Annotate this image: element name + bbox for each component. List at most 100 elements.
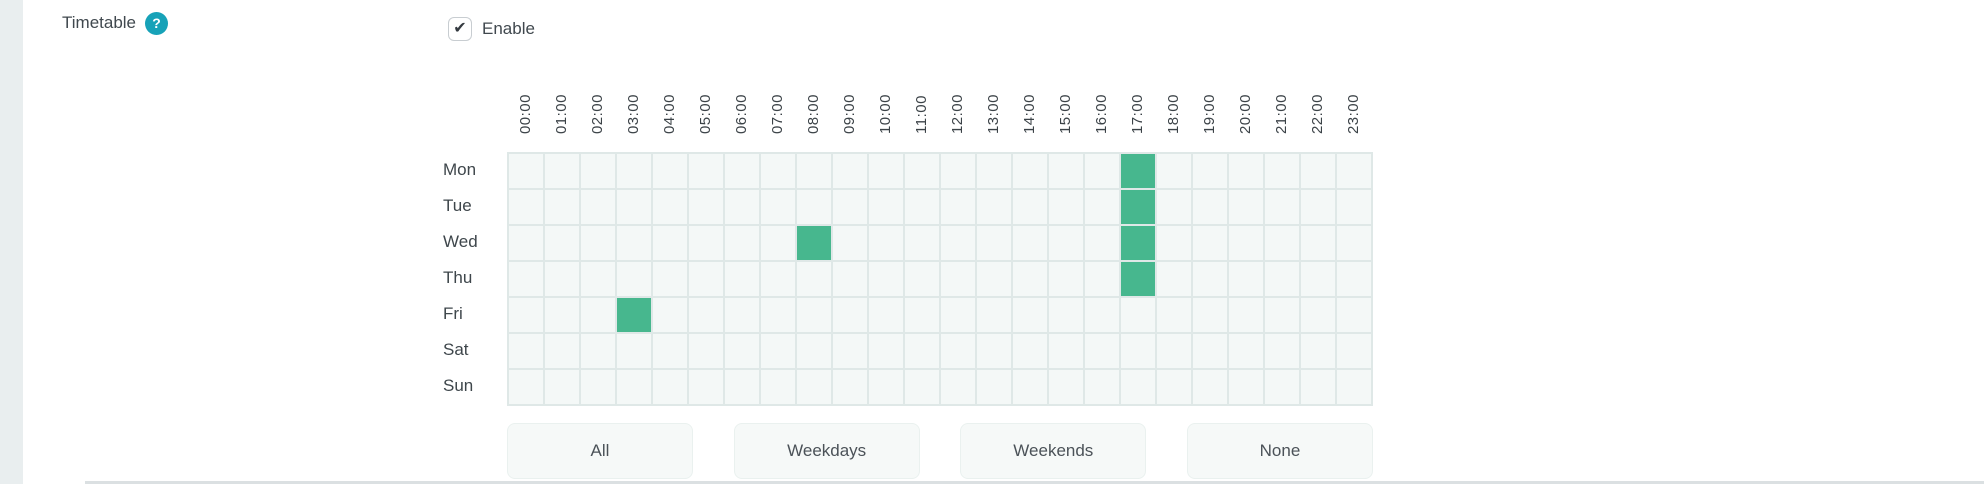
timetable-cell-sun-12[interactable]	[941, 370, 977, 406]
timetable-cell-mon-19[interactable]	[1193, 154, 1229, 190]
timetable-cell-sat-02[interactable]	[581, 334, 617, 370]
timetable-cell-fri-02[interactable]	[581, 298, 617, 334]
timetable-cell-wed-20[interactable]	[1229, 226, 1265, 262]
timetable-cell-thu-03[interactable]	[617, 262, 653, 298]
timetable-cell-sat-17[interactable]	[1121, 334, 1157, 370]
timetable-cell-mon-01[interactable]	[545, 154, 581, 190]
timetable-cell-mon-21[interactable]	[1265, 154, 1301, 190]
timetable-cell-sat-20[interactable]	[1229, 334, 1265, 370]
timetable-cell-mon-13[interactable]	[977, 154, 1013, 190]
timetable-cell-sun-07[interactable]	[761, 370, 797, 406]
timetable-cell-sat-08[interactable]	[797, 334, 833, 370]
timetable-cell-sat-21[interactable]	[1265, 334, 1301, 370]
timetable-cell-sun-23[interactable]	[1337, 370, 1373, 406]
timetable-cell-wed-16[interactable]	[1085, 226, 1121, 262]
timetable-cell-tue-17[interactable]	[1121, 190, 1157, 226]
timetable-cell-wed-13[interactable]	[977, 226, 1013, 262]
timetable-cell-thu-07[interactable]	[761, 262, 797, 298]
timetable-cell-thu-05[interactable]	[689, 262, 725, 298]
timetable-cell-tue-21[interactable]	[1265, 190, 1301, 226]
timetable-cell-thu-08[interactable]	[797, 262, 833, 298]
timetable-cell-sat-19[interactable]	[1193, 334, 1229, 370]
timetable-cell-mon-00[interactable]	[509, 154, 545, 190]
select-all-button[interactable]: All	[507, 423, 693, 479]
timetable-cell-sun-22[interactable]	[1301, 370, 1337, 406]
timetable-cell-sun-08[interactable]	[797, 370, 833, 406]
timetable-cell-thu-18[interactable]	[1157, 262, 1193, 298]
timetable-cell-mon-02[interactable]	[581, 154, 617, 190]
timetable-cell-thu-23[interactable]	[1337, 262, 1373, 298]
timetable-cell-mon-08[interactable]	[797, 154, 833, 190]
timetable-cell-wed-15[interactable]	[1049, 226, 1085, 262]
timetable-cell-mon-04[interactable]	[653, 154, 689, 190]
timetable-cell-thu-13[interactable]	[977, 262, 1013, 298]
timetable-cell-sat-04[interactable]	[653, 334, 689, 370]
timetable-cell-thu-22[interactable]	[1301, 262, 1337, 298]
timetable-cell-tue-22[interactable]	[1301, 190, 1337, 226]
timetable-cell-mon-10[interactable]	[869, 154, 905, 190]
timetable-cell-wed-00[interactable]	[509, 226, 545, 262]
timetable-cell-sat-07[interactable]	[761, 334, 797, 370]
timetable-cell-wed-11[interactable]	[905, 226, 941, 262]
timetable-cell-sun-02[interactable]	[581, 370, 617, 406]
timetable-cell-mon-12[interactable]	[941, 154, 977, 190]
select-weekends-button[interactable]: Weekends	[960, 423, 1147, 479]
timetable-cell-fri-14[interactable]	[1013, 298, 1049, 334]
timetable-cell-wed-04[interactable]	[653, 226, 689, 262]
timetable-cell-wed-06[interactable]	[725, 226, 761, 262]
timetable-cell-fri-11[interactable]	[905, 298, 941, 334]
timetable-cell-fri-15[interactable]	[1049, 298, 1085, 334]
timetable-cell-fri-22[interactable]	[1301, 298, 1337, 334]
timetable-cell-thu-15[interactable]	[1049, 262, 1085, 298]
timetable-cell-tue-19[interactable]	[1193, 190, 1229, 226]
timetable-cell-sun-03[interactable]	[617, 370, 653, 406]
timetable-cell-sat-14[interactable]	[1013, 334, 1049, 370]
timetable-cell-mon-03[interactable]	[617, 154, 653, 190]
timetable-cell-fri-04[interactable]	[653, 298, 689, 334]
timetable-cell-fri-08[interactable]	[797, 298, 833, 334]
timetable-cell-sun-06[interactable]	[725, 370, 761, 406]
timetable-cell-sat-09[interactable]	[833, 334, 869, 370]
timetable-cell-wed-17[interactable]	[1121, 226, 1157, 262]
timetable-cell-thu-12[interactable]	[941, 262, 977, 298]
help-icon[interactable]: ?	[145, 11, 169, 35]
timetable-cell-mon-20[interactable]	[1229, 154, 1265, 190]
timetable-cell-sat-22[interactable]	[1301, 334, 1337, 370]
timetable-cell-sun-09[interactable]	[833, 370, 869, 406]
timetable-cell-sat-13[interactable]	[977, 334, 1013, 370]
timetable-cell-sun-00[interactable]	[509, 370, 545, 406]
timetable-cell-thu-11[interactable]	[905, 262, 941, 298]
timetable-cell-sat-15[interactable]	[1049, 334, 1085, 370]
timetable-cell-sun-19[interactable]	[1193, 370, 1229, 406]
timetable-cell-mon-16[interactable]	[1085, 154, 1121, 190]
timetable-cell-tue-13[interactable]	[977, 190, 1013, 226]
timetable-cell-thu-20[interactable]	[1229, 262, 1265, 298]
timetable-cell-sat-18[interactable]	[1157, 334, 1193, 370]
timetable-cell-sun-13[interactable]	[977, 370, 1013, 406]
timetable-cell-tue-00[interactable]	[509, 190, 545, 226]
timetable-cell-tue-10[interactable]	[869, 190, 905, 226]
timetable-cell-wed-10[interactable]	[869, 226, 905, 262]
timetable-cell-sat-01[interactable]	[545, 334, 581, 370]
timetable-cell-sat-05[interactable]	[689, 334, 725, 370]
timetable-cell-tue-12[interactable]	[941, 190, 977, 226]
timetable-cell-tue-03[interactable]	[617, 190, 653, 226]
timetable-cell-wed-18[interactable]	[1157, 226, 1193, 262]
select-none-button[interactable]: None	[1186, 423, 1373, 479]
timetable-cell-fri-19[interactable]	[1193, 298, 1229, 334]
timetable-cell-sat-23[interactable]	[1337, 334, 1373, 370]
select-weekdays-button[interactable]: Weekdays	[733, 423, 920, 479]
timetable-cell-fri-20[interactable]	[1229, 298, 1265, 334]
timetable-cell-sun-01[interactable]	[545, 370, 581, 406]
timetable-cell-tue-11[interactable]	[905, 190, 941, 226]
timetable-cell-fri-10[interactable]	[869, 298, 905, 334]
timetable-cell-tue-23[interactable]	[1337, 190, 1373, 226]
timetable-cell-sun-05[interactable]	[689, 370, 725, 406]
timetable-cell-tue-01[interactable]	[545, 190, 581, 226]
timetable-cell-mon-17[interactable]	[1121, 154, 1157, 190]
timetable-cell-tue-06[interactable]	[725, 190, 761, 226]
timetable-cell-thu-06[interactable]	[725, 262, 761, 298]
timetable-cell-wed-07[interactable]	[761, 226, 797, 262]
timetable-cell-mon-14[interactable]	[1013, 154, 1049, 190]
timetable-cell-sun-11[interactable]	[905, 370, 941, 406]
